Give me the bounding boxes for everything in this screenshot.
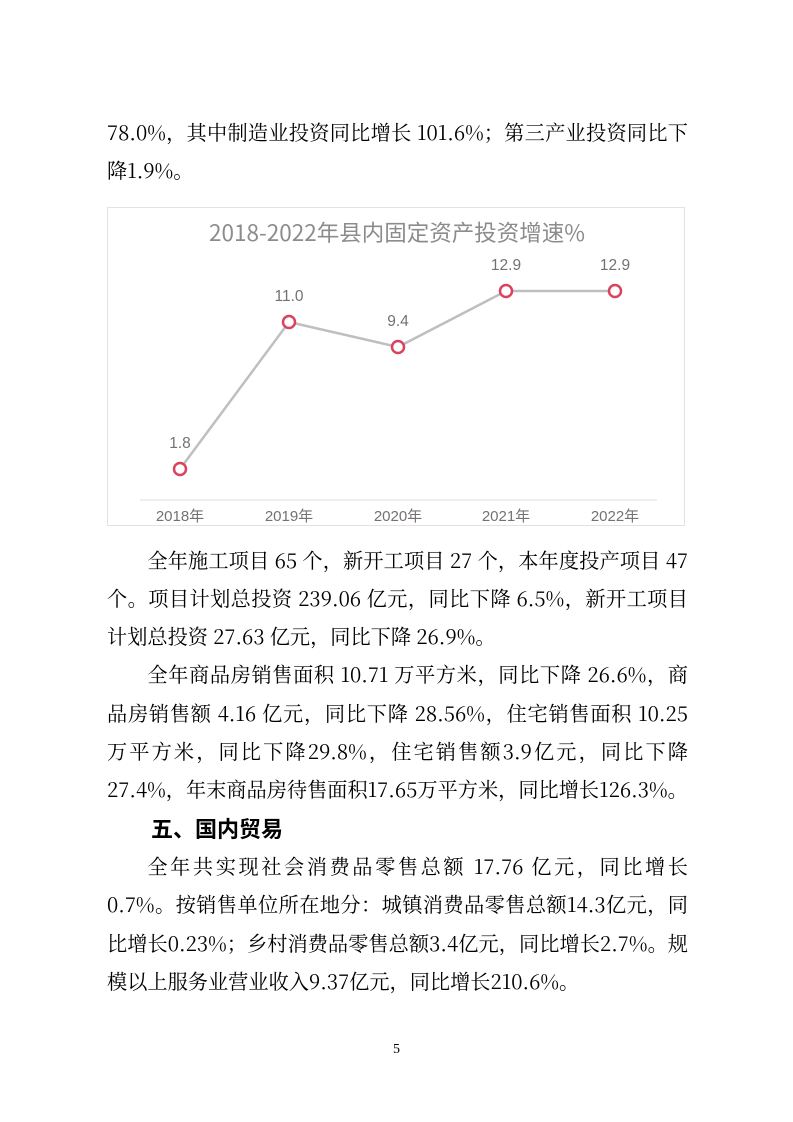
svg-text:11.0: 11.0 xyxy=(274,288,303,305)
svg-text:2018年: 2018年 xyxy=(156,508,204,525)
svg-text:2019年: 2019年 xyxy=(265,508,313,525)
svg-text:2021年: 2021年 xyxy=(482,508,530,525)
svg-text:12.9: 12.9 xyxy=(600,257,630,274)
svg-text:9.4: 9.4 xyxy=(387,313,409,330)
svg-text:1.8: 1.8 xyxy=(169,435,191,452)
svg-text:2022年: 2022年 xyxy=(591,508,639,525)
svg-text:2020年: 2020年 xyxy=(374,508,422,525)
svg-text:12.9: 12.9 xyxy=(491,257,521,274)
svg-text:2018-2022年县内固定资产投资增速%: 2018-2022年县内固定资产投资增速% xyxy=(209,216,585,248)
